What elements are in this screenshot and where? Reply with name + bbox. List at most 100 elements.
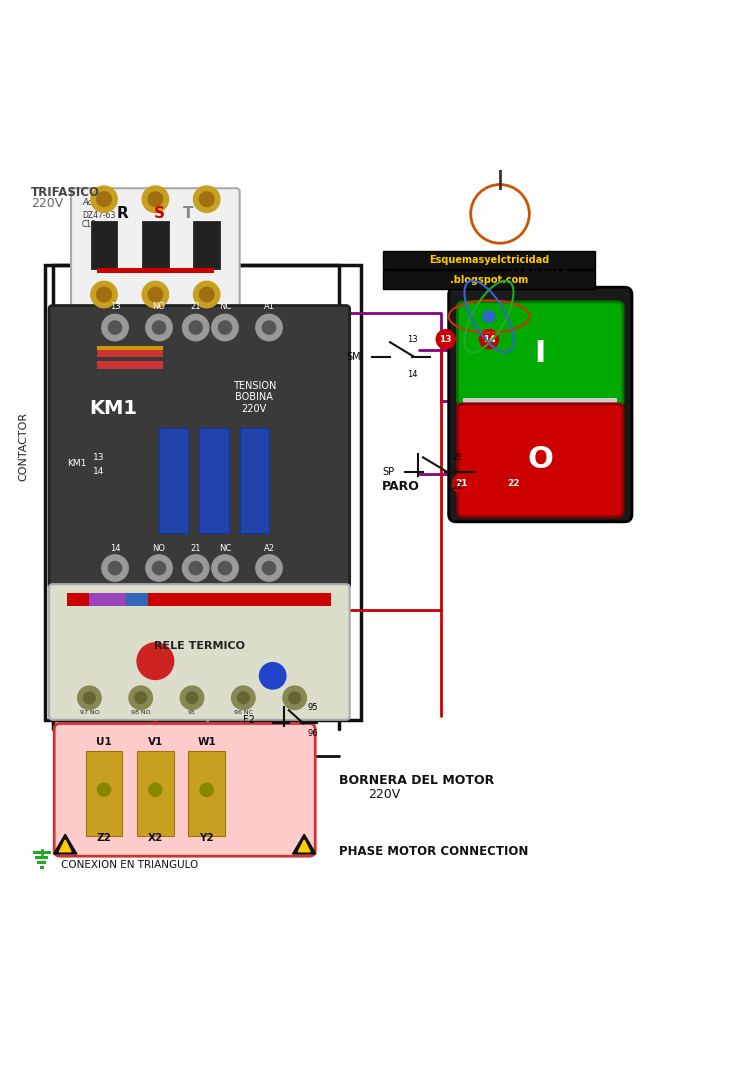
Bar bbox=[38, 862, 46, 864]
Text: W1: W1 bbox=[197, 737, 216, 747]
FancyBboxPatch shape bbox=[71, 188, 240, 309]
Circle shape bbox=[97, 783, 110, 796]
Text: 95: 95 bbox=[188, 710, 196, 716]
Text: NO: NO bbox=[152, 303, 166, 311]
Text: 96: 96 bbox=[308, 730, 319, 738]
Bar bbox=[96, 346, 163, 350]
Bar bbox=[35, 856, 49, 859]
Text: SM: SM bbox=[346, 352, 361, 362]
Polygon shape bbox=[54, 834, 77, 854]
Polygon shape bbox=[292, 834, 316, 854]
Circle shape bbox=[186, 692, 198, 704]
Text: V1: V1 bbox=[148, 737, 163, 747]
Circle shape bbox=[212, 555, 238, 582]
Circle shape bbox=[108, 561, 121, 575]
FancyBboxPatch shape bbox=[449, 288, 632, 521]
Circle shape bbox=[96, 288, 111, 302]
Circle shape bbox=[483, 311, 495, 322]
FancyBboxPatch shape bbox=[458, 403, 623, 517]
Text: I: I bbox=[534, 339, 546, 368]
Text: 97 NO: 97 NO bbox=[79, 710, 99, 716]
Text: 22: 22 bbox=[507, 480, 520, 488]
Bar bbox=[194, 221, 220, 269]
Text: 14: 14 bbox=[93, 467, 105, 476]
Text: PHASE MOTOR CONNECTION: PHASE MOTOR CONNECTION bbox=[339, 846, 528, 858]
Text: F2: F2 bbox=[244, 715, 255, 724]
Circle shape bbox=[256, 314, 282, 341]
Text: X2: X2 bbox=[148, 833, 163, 843]
Text: PARO: PARO bbox=[381, 480, 420, 493]
Circle shape bbox=[137, 643, 174, 679]
Text: T: T bbox=[183, 206, 194, 221]
Text: NC: NC bbox=[219, 303, 231, 311]
Text: R: R bbox=[116, 206, 128, 221]
Circle shape bbox=[194, 281, 220, 308]
Bar bbox=[159, 428, 188, 533]
Polygon shape bbox=[60, 840, 71, 852]
Text: 13: 13 bbox=[439, 335, 452, 343]
Circle shape bbox=[183, 555, 209, 582]
Text: BORNERA DEL MOTOR: BORNERA DEL MOTOR bbox=[339, 775, 494, 788]
Circle shape bbox=[96, 192, 111, 206]
Circle shape bbox=[200, 783, 213, 796]
Text: 22: 22 bbox=[453, 482, 463, 491]
Circle shape bbox=[152, 561, 166, 575]
Circle shape bbox=[263, 561, 275, 575]
Text: CONTACTOR: CONTACTOR bbox=[18, 412, 29, 482]
Bar bbox=[188, 751, 225, 836]
FancyBboxPatch shape bbox=[458, 302, 623, 406]
Bar bbox=[91, 221, 117, 269]
Text: .blogspot.com: .blogspot.com bbox=[450, 275, 528, 284]
Circle shape bbox=[142, 777, 169, 803]
Text: RELE TERMICO: RELE TERMICO bbox=[154, 641, 245, 650]
Polygon shape bbox=[298, 840, 310, 852]
Circle shape bbox=[194, 186, 220, 212]
Circle shape bbox=[108, 321, 121, 334]
Text: 21: 21 bbox=[453, 453, 463, 461]
Text: 14: 14 bbox=[483, 335, 495, 343]
Text: MARCHA: MARCHA bbox=[510, 267, 570, 280]
Bar bbox=[464, 398, 618, 407]
Text: Z2: Z2 bbox=[96, 833, 111, 843]
Text: NC: NC bbox=[219, 544, 231, 554]
Text: 95: 95 bbox=[308, 704, 319, 712]
FancyBboxPatch shape bbox=[54, 723, 315, 856]
Circle shape bbox=[77, 686, 101, 709]
Text: 13: 13 bbox=[93, 454, 105, 462]
Text: KM1: KM1 bbox=[89, 399, 138, 417]
Circle shape bbox=[146, 314, 172, 341]
Bar bbox=[126, 593, 148, 606]
Circle shape bbox=[148, 288, 163, 302]
Text: 21: 21 bbox=[456, 480, 468, 488]
Circle shape bbox=[232, 686, 255, 709]
Circle shape bbox=[256, 555, 282, 582]
Bar bbox=[89, 593, 126, 606]
Circle shape bbox=[142, 186, 169, 212]
Circle shape bbox=[91, 777, 117, 803]
Text: C10: C10 bbox=[82, 220, 97, 229]
Circle shape bbox=[194, 777, 220, 803]
Text: A1: A1 bbox=[263, 303, 275, 311]
Circle shape bbox=[289, 692, 300, 704]
Text: NO: NO bbox=[152, 544, 166, 554]
Bar bbox=[40, 866, 44, 869]
Circle shape bbox=[183, 314, 209, 341]
Text: U1: U1 bbox=[96, 737, 112, 747]
Circle shape bbox=[91, 186, 117, 212]
Text: 220V: 220V bbox=[368, 789, 400, 802]
Circle shape bbox=[149, 783, 162, 796]
Circle shape bbox=[129, 686, 152, 709]
Circle shape bbox=[479, 329, 498, 349]
Circle shape bbox=[152, 321, 166, 334]
Circle shape bbox=[436, 329, 456, 349]
Text: KM1: KM1 bbox=[68, 459, 87, 468]
Bar bbox=[96, 268, 214, 273]
Text: TENSION
BOBINA
220V: TENSION BOBINA 220V bbox=[233, 381, 276, 414]
Circle shape bbox=[102, 314, 128, 341]
Circle shape bbox=[219, 321, 232, 334]
Text: 13: 13 bbox=[407, 335, 417, 343]
FancyBboxPatch shape bbox=[383, 250, 595, 269]
Circle shape bbox=[453, 474, 471, 494]
Circle shape bbox=[238, 692, 250, 704]
Text: SP: SP bbox=[383, 467, 394, 477]
